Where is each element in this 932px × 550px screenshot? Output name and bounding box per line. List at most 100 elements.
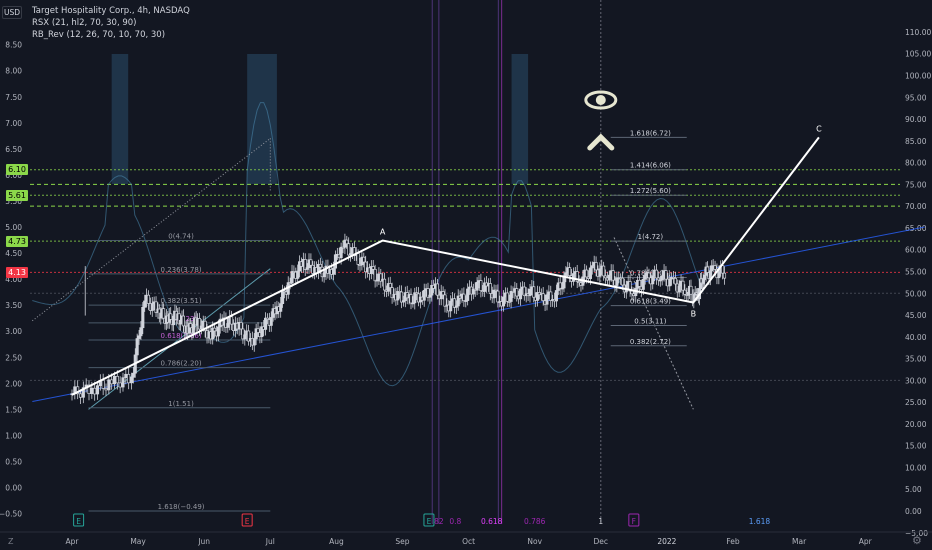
fib-extension-label: 1.618(6.72) bbox=[630, 129, 671, 137]
zoom-icon[interactable]: Z bbox=[8, 537, 14, 546]
candle-body bbox=[518, 288, 523, 300]
candle-body bbox=[656, 277, 660, 281]
channel-line bbox=[32, 138, 271, 322]
candle-body bbox=[462, 293, 466, 302]
candle-body bbox=[620, 277, 625, 286]
left-axis-tick-label: 0.00 bbox=[5, 484, 22, 493]
left-axis-tick-label: 3.50 bbox=[5, 301, 22, 310]
candle-body bbox=[443, 294, 447, 307]
candle-body bbox=[703, 274, 707, 280]
rbrev-band bbox=[511, 54, 529, 184]
candle-body bbox=[110, 379, 114, 385]
candle-body bbox=[269, 317, 273, 326]
right-axis-tick-label: 75.00 bbox=[905, 180, 927, 189]
indicator-rbrev-label[interactable]: RB_Rev (12, 26, 70, 10, 70, 30) bbox=[32, 30, 166, 40]
candle-body bbox=[568, 267, 572, 276]
candle-body bbox=[87, 384, 91, 394]
right-axis-tick-label: 85.00 bbox=[905, 137, 927, 146]
candle-body bbox=[401, 300, 405, 303]
candle-body bbox=[585, 269, 589, 278]
right-axis-tick-label: 90.00 bbox=[905, 115, 927, 124]
candle-body bbox=[322, 272, 326, 278]
candle-body bbox=[388, 283, 392, 288]
x-axis-tick-label: Apr bbox=[66, 537, 80, 546]
rbrev-band bbox=[111, 54, 129, 184]
event-marker-label: F bbox=[632, 517, 636, 526]
candle-body bbox=[199, 325, 203, 330]
candle-body bbox=[541, 293, 545, 302]
x-axis-tick-label: Aug bbox=[329, 537, 344, 546]
candle-body bbox=[409, 294, 413, 304]
candle-body bbox=[211, 327, 215, 340]
candle-body bbox=[641, 278, 645, 290]
candle-body bbox=[254, 328, 258, 340]
candle-body bbox=[203, 320, 207, 331]
right-axis-tick-label: 100.00 bbox=[905, 72, 931, 81]
x-axis-tick-label: Apr bbox=[859, 537, 873, 546]
candle-body bbox=[137, 335, 141, 339]
right-axis-tick-label: 40.00 bbox=[905, 333, 927, 342]
candle-body bbox=[371, 266, 375, 270]
candle-body bbox=[560, 287, 564, 290]
candle-body bbox=[479, 280, 483, 291]
candle-body bbox=[422, 290, 426, 301]
indicator-rsx-label[interactable]: RSX (21, hl2, 70, 30, 90) bbox=[32, 18, 137, 28]
left-axis-tick-label: 1.00 bbox=[5, 431, 22, 440]
candle-body bbox=[509, 291, 513, 302]
candle-body bbox=[522, 286, 526, 297]
candle-body bbox=[303, 259, 307, 270]
x-axis-tick-label: Mar bbox=[792, 537, 807, 546]
candle-body bbox=[598, 268, 602, 277]
left-axis-tick-label: 6.50 bbox=[5, 145, 22, 154]
price-level-badge: 6.10 bbox=[6, 164, 28, 176]
candle-body bbox=[107, 379, 111, 391]
candle-body bbox=[256, 328, 260, 333]
left-axis-tick-label: 7.50 bbox=[5, 93, 22, 102]
left-axis-tick-label: 3.00 bbox=[5, 327, 22, 336]
right-axis-tick-label: 0.00 bbox=[905, 507, 922, 516]
fib-extension-label: 0.618(3.49) bbox=[630, 298, 671, 306]
candle-body bbox=[252, 338, 256, 346]
candle-body bbox=[507, 301, 511, 303]
candle-body bbox=[179, 319, 183, 325]
candle-body bbox=[651, 275, 655, 285]
candle-body bbox=[104, 388, 108, 391]
candle-body bbox=[603, 275, 608, 279]
candle-body bbox=[239, 322, 243, 330]
candle-body bbox=[379, 273, 383, 282]
candle-body bbox=[483, 282, 487, 292]
candle-body bbox=[426, 288, 430, 298]
gear-icon[interactable]: ⚙ bbox=[912, 534, 922, 547]
event-marker-label: 0.8 bbox=[449, 517, 461, 526]
currency-label[interactable]: USD bbox=[2, 6, 22, 19]
candle-body bbox=[124, 373, 128, 379]
candle-body bbox=[611, 270, 615, 281]
event-marker-box bbox=[628, 513, 640, 527]
candle-body bbox=[630, 290, 634, 295]
candle-body bbox=[90, 387, 94, 394]
candle-body bbox=[654, 269, 659, 279]
x-axis-tick-label: Nov bbox=[527, 537, 542, 546]
candle-body bbox=[241, 328, 245, 340]
left-axis-tick-label: 8.50 bbox=[5, 41, 22, 50]
candle-body bbox=[415, 292, 419, 295]
candle-body bbox=[671, 277, 676, 279]
candle-body bbox=[590, 265, 594, 269]
fib-retracement-label: 0.786(2.20) bbox=[161, 360, 202, 368]
candle-body bbox=[318, 263, 322, 268]
candle-body bbox=[577, 281, 581, 284]
candle-body bbox=[226, 323, 230, 328]
candle-body bbox=[505, 292, 509, 302]
candle-body bbox=[492, 289, 496, 299]
candle-body bbox=[169, 313, 173, 320]
right-axis-tick-label: 15.00 bbox=[905, 442, 927, 451]
candle-body bbox=[135, 338, 139, 356]
candle-body bbox=[454, 305, 458, 308]
x-axis-tick-label: Jul bbox=[265, 537, 275, 546]
candle-body bbox=[673, 277, 677, 285]
candle-body bbox=[345, 239, 349, 245]
candle-body bbox=[112, 375, 117, 385]
candle-body bbox=[143, 300, 147, 308]
right-axis-tick-label: 95.00 bbox=[905, 93, 927, 102]
